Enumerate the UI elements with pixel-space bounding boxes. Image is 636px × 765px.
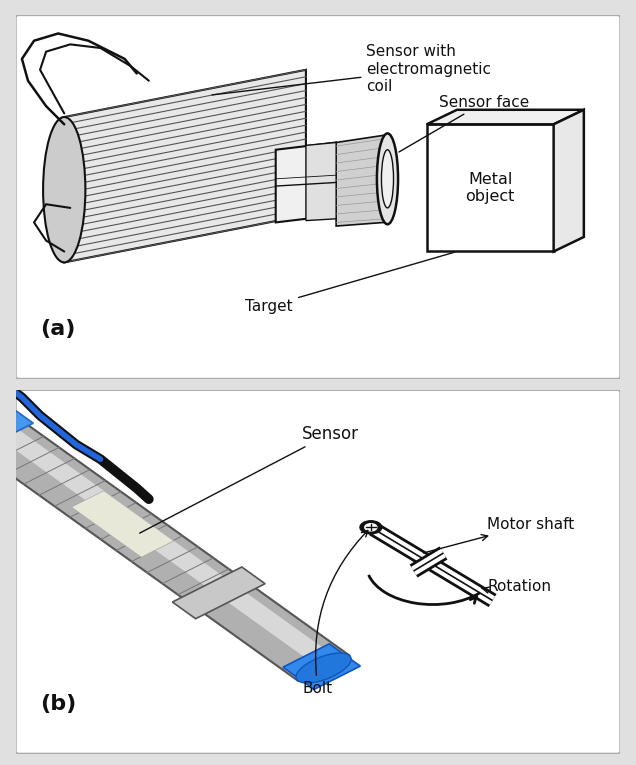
Text: Target: Target: [245, 252, 454, 314]
FancyBboxPatch shape: [16, 15, 620, 379]
Text: Sensor with
electromagnetic
coil: Sensor with electromagnetic coil: [212, 44, 492, 95]
Polygon shape: [276, 142, 336, 223]
Polygon shape: [0, 409, 340, 669]
Polygon shape: [306, 142, 336, 220]
Ellipse shape: [382, 150, 394, 208]
Text: (b): (b): [40, 694, 76, 714]
Text: Sensor: Sensor: [140, 425, 359, 533]
Polygon shape: [172, 567, 265, 619]
Polygon shape: [427, 110, 584, 125]
Text: Bolt: Bolt: [303, 530, 368, 696]
Polygon shape: [0, 405, 349, 681]
FancyBboxPatch shape: [16, 390, 620, 754]
Polygon shape: [64, 70, 306, 262]
Circle shape: [360, 521, 382, 534]
Polygon shape: [336, 135, 384, 226]
Polygon shape: [553, 110, 584, 252]
Text: (a): (a): [40, 319, 76, 339]
Text: Motor shaft: Motor shaft: [424, 517, 574, 553]
Circle shape: [365, 524, 377, 531]
Polygon shape: [0, 409, 33, 454]
Text: Sensor face: Sensor face: [399, 95, 529, 152]
Ellipse shape: [43, 117, 85, 262]
Ellipse shape: [296, 653, 351, 683]
Bar: [427, 125, 553, 252]
Polygon shape: [71, 491, 174, 557]
Ellipse shape: [377, 133, 398, 224]
Text: Rotation: Rotation: [481, 579, 551, 594]
Polygon shape: [283, 644, 361, 689]
Text: Metal
object: Metal object: [466, 171, 515, 204]
